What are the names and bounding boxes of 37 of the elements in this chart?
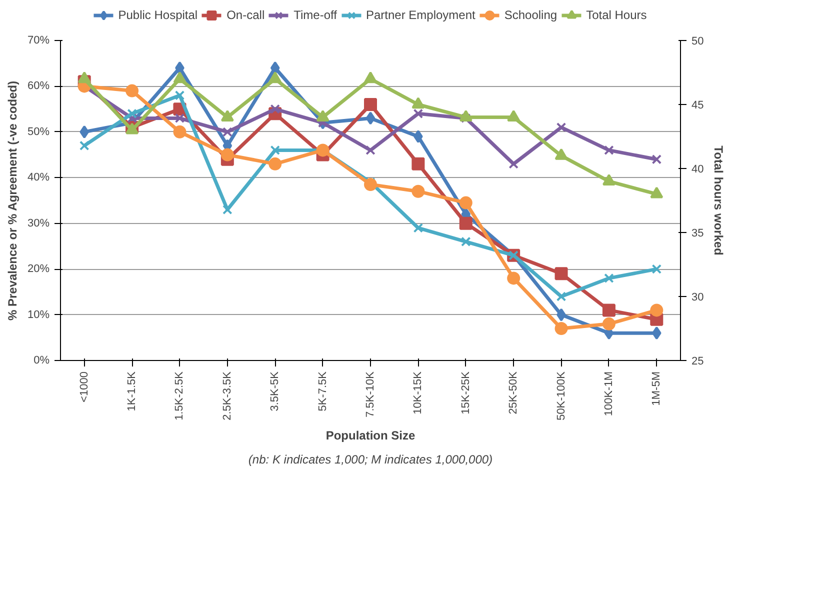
x-axis-title: Population Size [326, 428, 416, 442]
x-tick-label: 1K-1.5K [126, 370, 138, 412]
x-tick-label: 50K-100K [555, 370, 568, 420]
legend-label: Time-off [294, 8, 337, 22]
x-tick-label: 5K-7.5K [316, 370, 329, 412]
y-axis-title: % Prevalence or % Agreement (-ve coded) [5, 80, 20, 321]
legend-label: Partner Employment [366, 8, 476, 22]
x-tick-label: 10K-15K [412, 370, 424, 414]
legend-label: Public Hospital [118, 8, 198, 22]
y2-axis-title: Total hours worked [712, 146, 726, 256]
x-tick-label: 15K-25K [460, 370, 472, 414]
y-tick-label: 60% [27, 80, 50, 92]
x-tick-label: 7.5K-10K [364, 370, 376, 418]
y-tick-label: 70% [27, 34, 50, 46]
y-tick-label: 20% [27, 263, 50, 276]
x-tick-label: 3.5K-5K [269, 370, 282, 412]
legend-label: On-call [226, 8, 265, 22]
y2-tick-label: 50 [692, 36, 704, 48]
y2-tick-label: 30 [692, 292, 704, 304]
x-tick-label: 1.5K-2.5K [174, 370, 186, 420]
legend-label: Schooling [504, 8, 558, 22]
y-tick-label: 40% [27, 172, 50, 184]
y-tick-label: 50% [27, 126, 50, 138]
y-tick-label: 30% [27, 217, 50, 230]
y2-tick-label: 25 [692, 356, 704, 368]
x-tick-label: 25K-50K [508, 370, 520, 414]
x-tick-label: 2.5K-3.5K [221, 370, 234, 420]
y2-tick-label: 35 [692, 228, 704, 240]
y-tick-label: 0% [34, 354, 50, 366]
text: (nb: K indicates 1,000; M indicates 1,000,000) [248, 452, 493, 466]
x-tick-label: <1000 [78, 371, 90, 402]
y2-tick-label: 40 [692, 164, 704, 176]
y2-tick-label: 45 [692, 100, 704, 112]
x-tick-label: 1M-5M [650, 371, 663, 406]
y-tick-label: 10% [27, 308, 50, 321]
legend-label: Total Hours [586, 8, 647, 22]
x-tick-label: 100K-1M [602, 371, 615, 416]
